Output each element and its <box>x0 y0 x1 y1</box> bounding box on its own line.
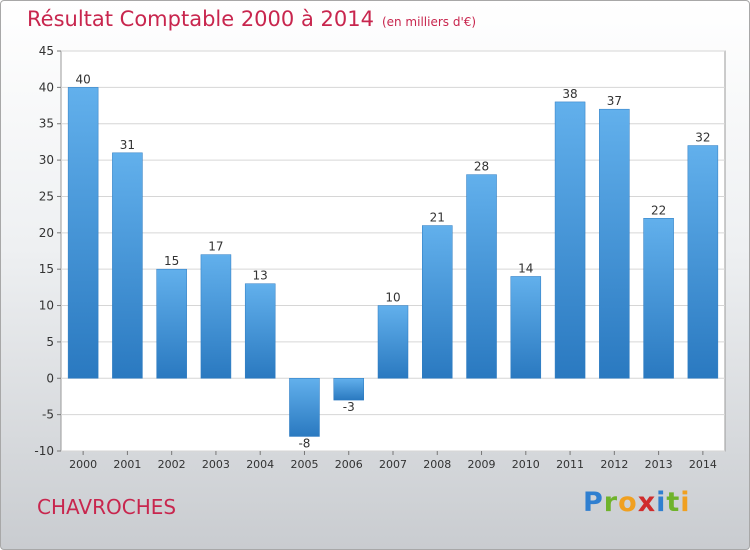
bar[interactable] <box>687 145 719 379</box>
x-tick-label: 2003 <box>202 458 230 471</box>
y-tick-label: 45 <box>39 44 54 58</box>
x-tick-label: 2000 <box>69 458 97 471</box>
bar[interactable] <box>244 283 276 379</box>
x-tick-label: 2005 <box>290 458 318 471</box>
bar[interactable] <box>510 276 542 379</box>
y-tick-label: 15 <box>39 262 54 276</box>
bar[interactable] <box>599 108 630 379</box>
data-label: 31 <box>120 138 135 152</box>
logo-letter: o <box>618 487 638 518</box>
bar[interactable] <box>333 378 364 401</box>
bars: 40 31 15 17 13 -8 -3 10 21 28 14 38 37 22 32 <box>67 72 719 450</box>
x-tick-label: 2013 <box>645 458 673 471</box>
x-tick-label: 2001 <box>113 458 141 471</box>
logo-letter: i <box>680 487 691 518</box>
logo-letter: P <box>583 487 604 518</box>
logo-letter: i <box>656 487 667 518</box>
y-tick-label: 10 <box>39 299 54 313</box>
x-tick-label: 2004 <box>246 458 274 471</box>
bar[interactable] <box>67 87 99 379</box>
bar[interactable] <box>554 101 586 379</box>
x-tick-label: 2010 <box>512 458 540 471</box>
y-tick-label: -10 <box>34 444 54 458</box>
commune-name: CHAVROCHES <box>37 495 177 519</box>
data-label: 38 <box>562 87 577 101</box>
x-tick-label: 2012 <box>600 458 628 471</box>
x-tick-label: 2007 <box>379 458 407 471</box>
data-label: 13 <box>253 269 268 283</box>
bar[interactable] <box>422 225 453 379</box>
y-tick-label: 20 <box>39 226 54 240</box>
data-label: 32 <box>695 131 710 145</box>
x-tick-label: 2006 <box>335 458 363 471</box>
bar[interactable] <box>377 305 409 379</box>
logo-letter: t <box>666 487 681 518</box>
x-tick-label: 2002 <box>158 458 186 471</box>
data-label: 14 <box>518 261 533 275</box>
proxiti-logo: Proxiti <box>583 487 691 518</box>
bar[interactable] <box>643 218 674 379</box>
data-label: 40 <box>75 72 90 86</box>
logo-letter: x <box>637 487 657 518</box>
logo-letter: r <box>603 487 619 518</box>
y-tick-label: 30 <box>39 153 54 167</box>
x-tick-label: 2008 <box>423 458 451 471</box>
data-label: 21 <box>430 211 445 225</box>
title-text: Résultat Comptable 2000 à 2014 <box>27 7 374 31</box>
x-axis: 2000 2001 2002 2003 2004 2005 2006 2007 2008 2009… <box>69 451 717 471</box>
data-label: -3 <box>343 400 355 414</box>
y-tick-label: 40 <box>39 80 54 94</box>
data-label: 10 <box>385 291 400 305</box>
bar[interactable] <box>289 378 320 437</box>
x-tick-label: 2009 <box>468 458 496 471</box>
chart-subtitle: (en milliers d'€) <box>381 15 477 29</box>
bar[interactable] <box>156 268 187 379</box>
y-tick-label: 25 <box>39 189 54 203</box>
chart-title: Résultat Comptable 2000 à 2014 (en millie… <box>27 7 476 31</box>
y-axis: -10 -5 0 5 10 15 20 25 30 35 40 45 <box>34 44 61 458</box>
bar[interactable] <box>200 254 232 379</box>
y-tick-label: 5 <box>46 335 54 349</box>
data-label: 28 <box>474 160 489 174</box>
data-label: 37 <box>607 94 622 108</box>
data-label: 17 <box>208 240 223 254</box>
x-tick-label: 2014 <box>689 458 717 471</box>
y-tick-label: 35 <box>39 117 54 131</box>
bar[interactable] <box>466 174 497 379</box>
data-label: -8 <box>298 436 310 450</box>
y-tick-label: 0 <box>46 371 54 385</box>
x-tick-label: 2011 <box>556 458 584 471</box>
data-label: 15 <box>164 254 179 268</box>
y-tick-label: -5 <box>42 408 54 422</box>
data-label: 22 <box>651 203 666 217</box>
bar[interactable] <box>112 152 143 379</box>
